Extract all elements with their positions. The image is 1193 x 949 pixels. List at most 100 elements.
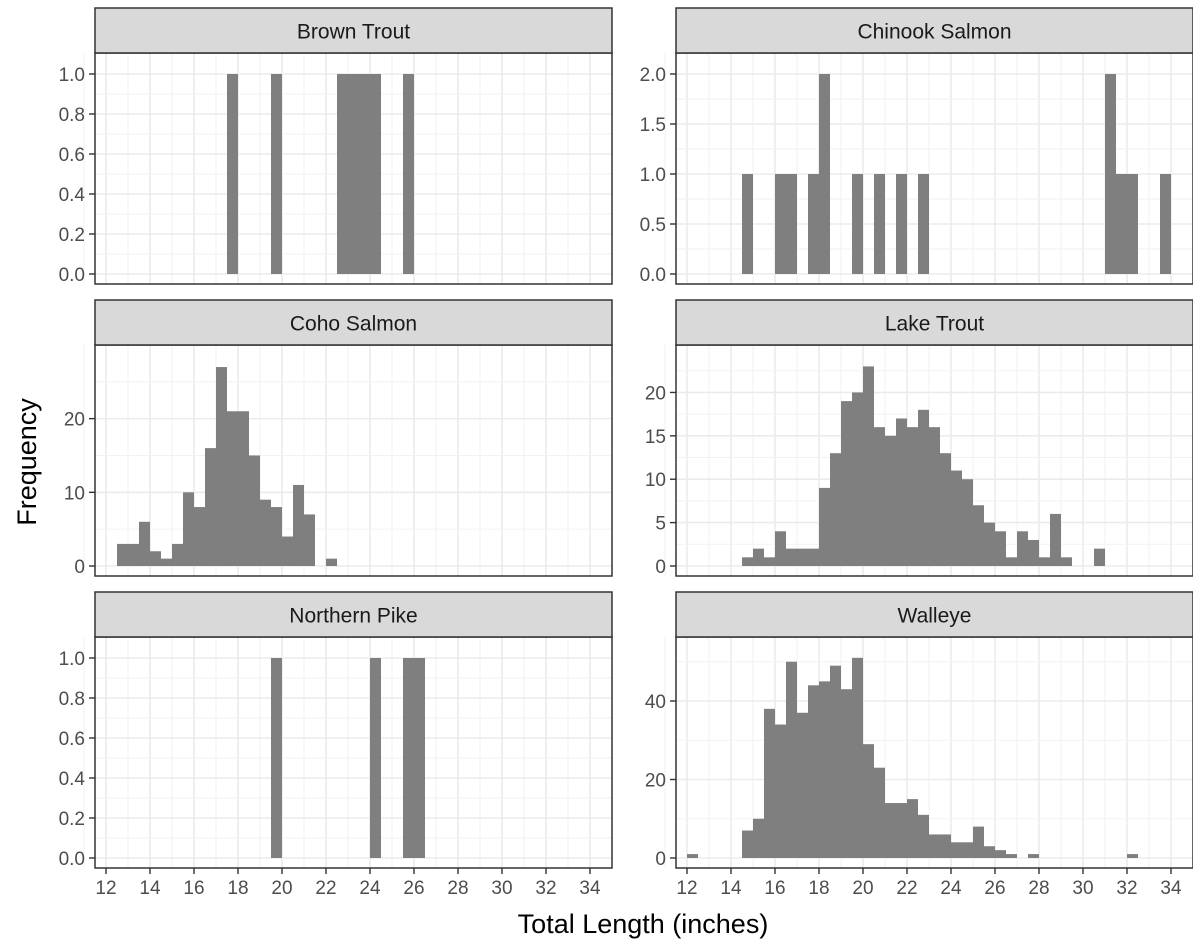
y-tick-label: 0.5 [640,215,666,236]
bar-coho-salmon-19_25 [260,499,271,566]
bar-walleye-22_25 [907,799,918,858]
y-axis-walleye: 0 20 40 [645,692,676,870]
strip-title-northern-pike: Northern Pike [289,605,417,628]
x-tick-label: 30 [491,878,512,899]
bar-lake-trout-21_75 [896,418,907,566]
y-tick-label: 1.5 [640,115,666,136]
bar-brown-trout-19_75 [271,74,282,274]
bar-lake-trout-27_75 [1028,539,1039,566]
bar-walleye-16_75 [786,661,797,858]
bar-brown-trout-23_75 [359,74,370,274]
strip-background [675,7,1193,54]
bar-walleye-23_25 [929,834,940,858]
bar-chinook-salmon-19_75 [852,174,863,274]
bar-coho-salmon-14_75 [161,558,172,566]
bar-walleye-25_75 [984,846,995,858]
y-tick-label: 1.0 [59,649,85,670]
y-tick-label: 10 [645,470,666,491]
y-tick-label: 1.0 [59,65,85,86]
strip-background [94,591,613,638]
panel-coho-salmon: Coho Salmon 0 10 20 [64,299,613,578]
bar-lake-trout-14_75 [742,557,753,566]
bar-walleye-21_25 [885,803,896,858]
bar-lake-trout-28_75 [1050,513,1061,566]
bar-lake-trout-25_75 [984,522,995,566]
x-tick-label: 34 [1160,878,1182,899]
panel-northern-pike: Northern Pike 0.0 0.2 0.4 0.6 0.8 1.0 12 14 16 18 2… [59,591,613,899]
bar-lake-trout-26_75 [1006,557,1017,566]
bar-walleye-16_25 [775,724,786,858]
y-tick-label: 0.2 [59,809,85,830]
y-axis-northern-pike: 0.0 0.2 0.4 0.6 0.8 1.0 [59,649,95,870]
bar-lake-trout-24_25 [951,470,962,566]
x-tick-label: 14 [139,878,161,899]
bar-chinook-salmon-17_75 [808,174,819,274]
bar-walleye-23_75 [940,834,951,858]
histogram-bars [117,367,337,566]
x-tick-label: 16 [183,878,204,899]
bar-lake-trout-17_25 [797,548,808,566]
strip-background [94,7,613,54]
bar-brown-trout-23_25 [348,74,359,274]
x-tick-label: 26 [403,878,424,899]
panel-lake-trout: Lake Trout 0 5 10 15 20 [645,299,1193,578]
x-tick-label: 28 [447,878,468,899]
y-tick-label: 10 [64,483,85,504]
bar-lake-trout-16_25 [775,531,786,566]
bar-walleye-22_75 [918,814,929,858]
y-tick-label: 0.6 [59,729,85,750]
x-tick-label: 26 [984,878,1005,899]
bar-brown-trout-17_75 [227,74,238,274]
y-tick-label: 0.4 [59,769,86,790]
y-tick-label: 0.8 [59,689,85,710]
y-axis-coho-salmon: 0 10 20 [64,410,95,578]
y-tick-label: 0.6 [59,145,85,166]
bar-coho-salmon-12_75 [117,543,128,566]
panel-brown-trout: Brown Trout 0.0 0.2 0.4 0.6 0.8 1.0 [59,7,613,286]
x-tick-label: 20 [271,878,292,899]
bar-lake-trout-20_25 [863,366,874,566]
x-tick-label: 20 [852,878,873,899]
bar-coho-salmon-22_25 [326,558,337,566]
y-tick-label: 0.4 [59,185,86,206]
bar-lake-trout-15_25 [753,548,764,566]
bar-lake-trout-18_75 [830,453,841,566]
bar-lake-trout-21_25 [885,435,896,566]
bar-lake-trout-27_25 [1017,531,1028,566]
histogram-bars [227,74,414,274]
bar-northern-pike-24_25 [370,658,381,858]
y-tick-label: 15 [645,427,666,448]
y-axis-chinook-salmon: 0.0 0.5 1.0 1.5 2.0 [640,65,676,286]
y-tick-label: 0.2 [59,225,85,246]
x-tick-label: 18 [227,878,248,899]
histogram-bars [271,658,425,858]
bar-coho-salmon-19_75 [271,507,282,566]
y-tick-label: 20 [64,410,85,431]
bar-walleye-18_25 [819,681,830,858]
bar-coho-salmon-18_75 [249,455,260,566]
strip-background [675,591,1193,638]
y-tick-label: 0.0 [59,849,85,870]
x-tick-label: 14 [720,878,742,899]
bar-walleye-20_75 [874,767,885,858]
bar-chinook-salmon-31_25 [1105,74,1116,274]
bar-chinook-salmon-32_25 [1127,174,1138,274]
bar-northern-pike-19_75 [271,658,282,858]
y-tick-label: 5 [655,514,666,535]
bar-northern-pike-26_25 [414,658,425,858]
bar-walleye-26_25 [995,850,1006,858]
bar-walleye-20_25 [863,744,874,858]
x-gridlines [83,345,591,576]
bar-coho-salmon-13_75 [139,521,150,566]
y-tick-label: 1.0 [640,165,666,186]
bar-walleye-17_75 [808,685,819,858]
panel-chinook-salmon: Chinook Salmon 0.0 0.5 1.0 1.5 2.0 [640,7,1193,286]
bar-brown-trout-24_25 [370,74,381,274]
bar-chinook-salmon-16_25 [775,174,786,274]
bar-lake-trout-25_25 [973,505,984,566]
strip-title-chinook-salmon: Chinook Salmon [857,21,1011,44]
histogram-bars [742,74,1171,274]
